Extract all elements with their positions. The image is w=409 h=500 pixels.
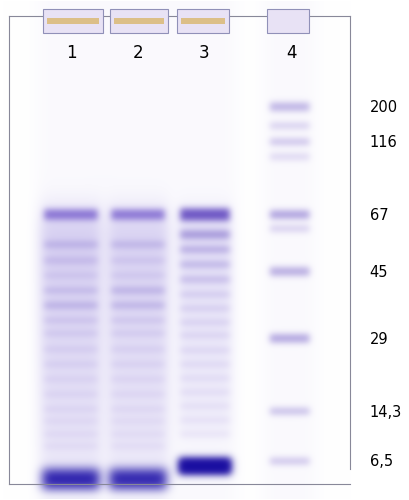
Text: 14,3: 14,3 (369, 404, 401, 419)
Bar (177, 9, 229, 33)
Text: 67: 67 (369, 208, 387, 222)
Text: 116: 116 (369, 136, 397, 150)
Text: 2: 2 (132, 44, 143, 62)
Bar (180, 18, 225, 24)
Text: 45: 45 (369, 265, 387, 280)
Text: 200: 200 (369, 100, 397, 116)
Text: 3: 3 (199, 44, 209, 62)
Text: 1: 1 (66, 44, 76, 62)
Text: 4: 4 (285, 44, 296, 62)
Bar (43, 9, 103, 33)
Bar (47, 18, 99, 24)
Bar (109, 9, 168, 33)
Bar (113, 18, 164, 24)
Text: 6,5: 6,5 (369, 454, 392, 469)
Text: 29: 29 (369, 332, 387, 347)
Bar (266, 9, 308, 33)
